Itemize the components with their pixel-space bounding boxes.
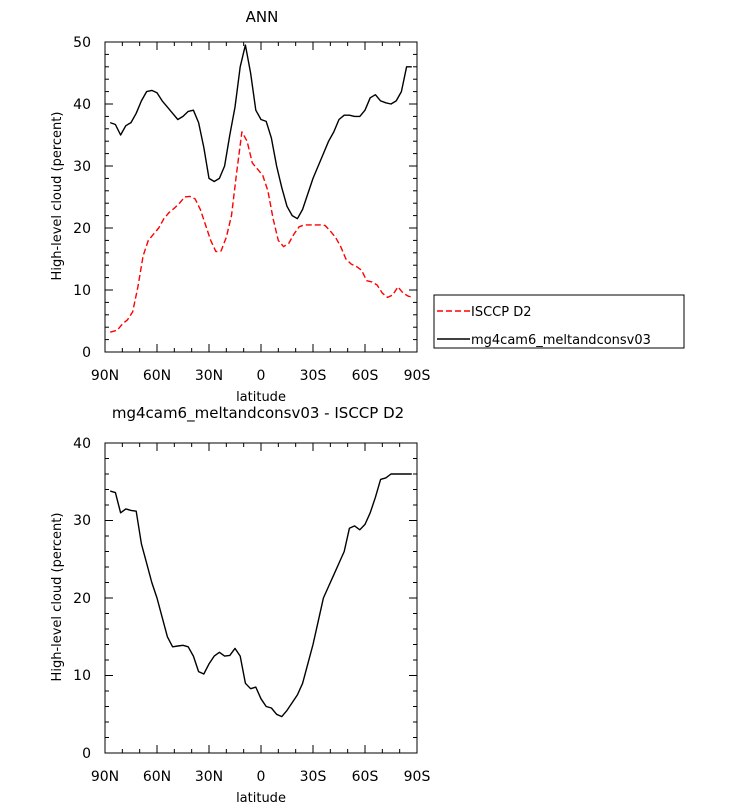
panel2-x-axis-label: latitude bbox=[236, 791, 286, 806]
y-ticklabel-20: 20 bbox=[73, 221, 91, 237]
y-ticklabel-10: 10 bbox=[73, 283, 91, 299]
panel1-y-ticklabels: 0 10 20 30 40 50 bbox=[73, 35, 91, 361]
x-ticklabel-60s: 60S bbox=[352, 769, 379, 785]
panel2-ticks bbox=[104, 442, 418, 754]
y-ticklabel-10: 10 bbox=[73, 668, 91, 684]
x-ticklabel-30s: 30S bbox=[300, 769, 327, 785]
x-ticklabel-30n: 30N bbox=[195, 769, 223, 785]
legend-label-isccp: ISCCP D2 bbox=[471, 305, 532, 320]
panel2-title: mg4cam6_meltandconsv03 - ISCCP D2 bbox=[112, 404, 404, 423]
difference-series-line bbox=[110, 473, 412, 718]
y-ticklabel-20: 20 bbox=[73, 591, 91, 607]
panel-ann: ANN 90N 60N 30N 0 30S 60S 90S 0 10 20 30… bbox=[50, 8, 685, 405]
x-ticklabel-30s: 30S bbox=[300, 368, 327, 384]
x-ticklabel-90s: 90S bbox=[404, 769, 431, 785]
panel1-x-ticklabels: 90N 60N 30N 0 30S 60S 90S bbox=[91, 368, 431, 384]
isccp-d2-series-line bbox=[110, 131, 414, 333]
y-ticklabel-0: 0 bbox=[82, 746, 91, 762]
panel2-series bbox=[110, 473, 412, 718]
y-ticklabel-30: 30 bbox=[73, 159, 91, 175]
x-ticklabel-90s: 90S bbox=[404, 368, 431, 384]
panel2-plot-frame bbox=[104, 442, 418, 754]
y-ticklabel-0: 0 bbox=[82, 345, 91, 361]
panel1-x-axis-label: latitude bbox=[236, 390, 286, 405]
y-ticklabel-40: 40 bbox=[73, 436, 91, 452]
panel1-y-axis-label: High-level cloud (percent) bbox=[50, 112, 65, 281]
panel-difference: mg4cam6_meltandconsv03 - ISCCP D2 90N 60… bbox=[50, 404, 430, 806]
x-ticklabel-60n: 60N bbox=[143, 769, 171, 785]
panel1-series bbox=[109, 44, 414, 333]
y-ticklabel-30: 30 bbox=[73, 513, 91, 529]
y-ticklabel-50: 50 bbox=[73, 35, 91, 51]
x-ticklabel-0: 0 bbox=[257, 368, 266, 384]
x-ticklabel-30n: 30N bbox=[195, 368, 223, 384]
x-ticklabel-90n: 90N bbox=[91, 769, 119, 785]
panel1-ticks bbox=[104, 41, 418, 353]
panel2-y-axis-label: High-level cloud (percent) bbox=[50, 513, 65, 682]
panel1-plot-frame bbox=[104, 41, 418, 353]
panel2-y-ticklabels: 0 10 20 30 40 bbox=[73, 436, 91, 762]
panel2-x-ticklabels: 90N 60N 30N 0 30S 60S 90S bbox=[91, 769, 431, 785]
legend-label-mg4cam6: mg4cam6_meltandconsv03 bbox=[471, 333, 651, 348]
panel1-legend: ISCCP D2 mg4cam6_meltandconsv03 bbox=[433, 294, 685, 349]
panel1-title: ANN bbox=[246, 8, 279, 26]
legend-box bbox=[433, 294, 685, 349]
x-ticklabel-60s: 60S bbox=[352, 368, 379, 384]
x-ticklabel-90n: 90N bbox=[91, 368, 119, 384]
x-ticklabel-60n: 60N bbox=[143, 368, 171, 384]
x-ticklabel-0: 0 bbox=[257, 769, 266, 785]
mg4cam6-meltandconsv03-series-line bbox=[109, 44, 412, 220]
y-ticklabel-40: 40 bbox=[73, 97, 91, 113]
